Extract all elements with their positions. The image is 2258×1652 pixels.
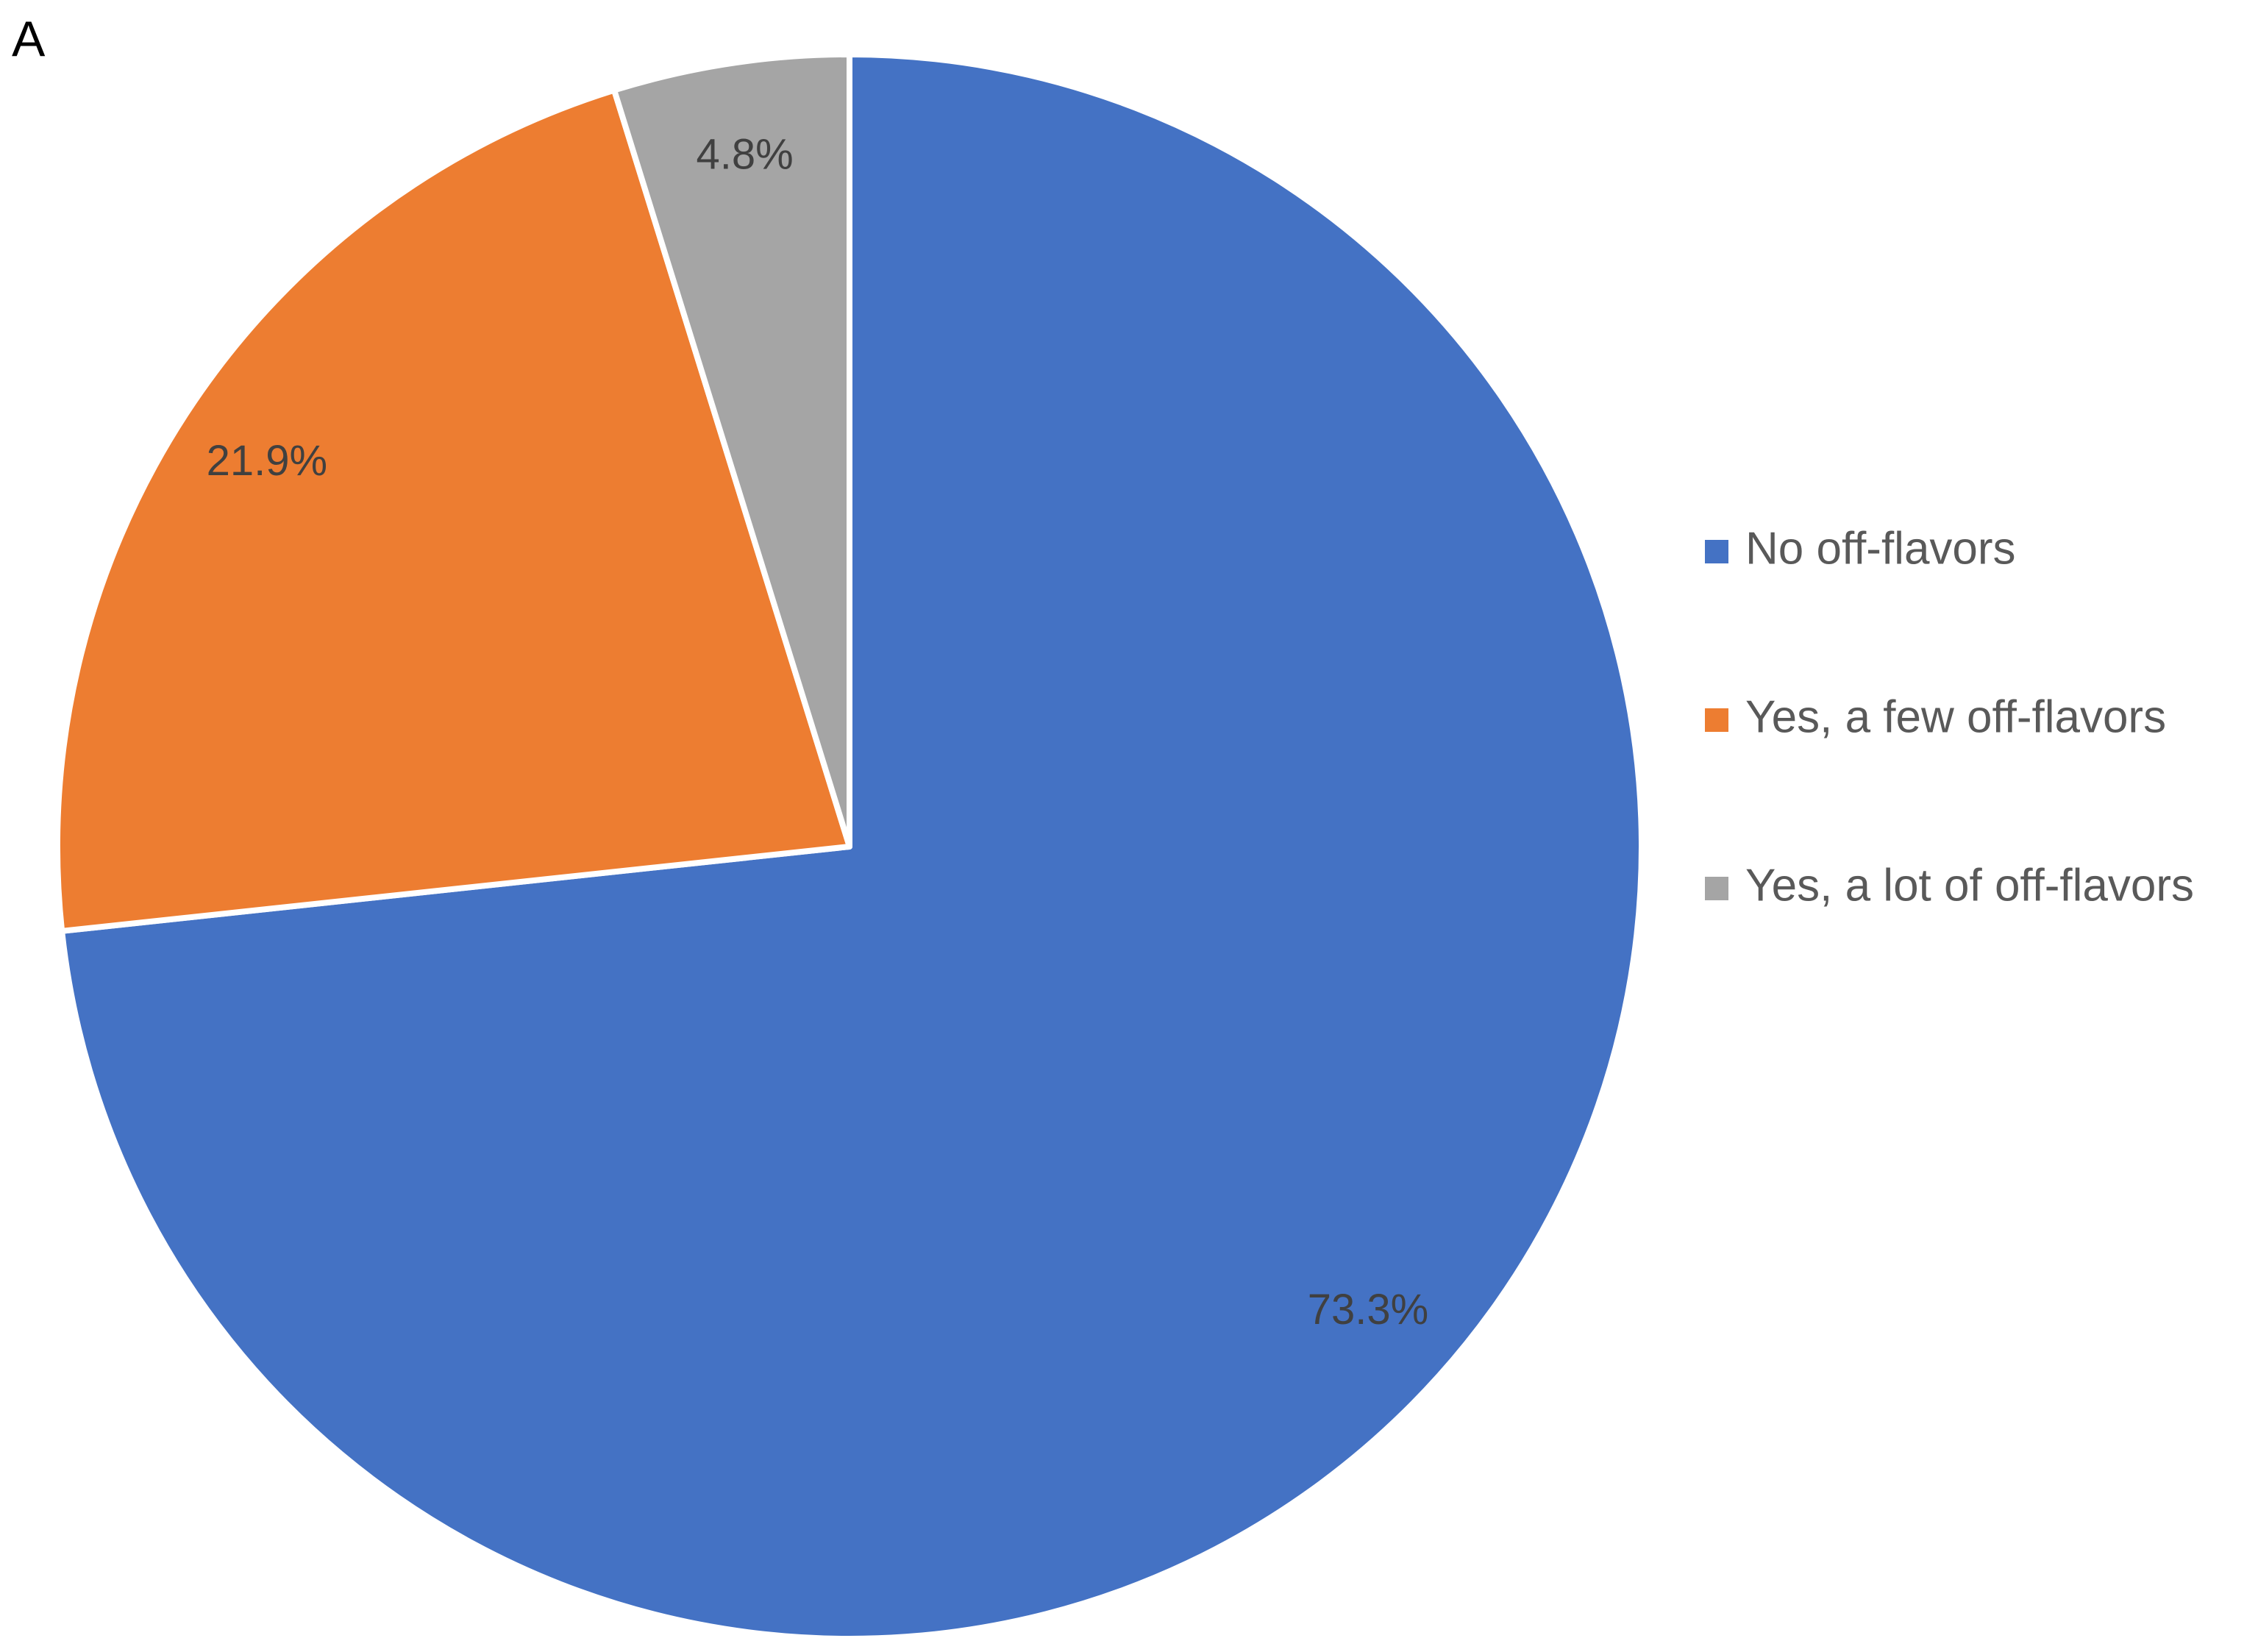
data-label: 4.8% [697, 130, 794, 178]
data-label: 73.3% [1308, 1286, 1428, 1334]
data-label: 21.9% [207, 437, 327, 485]
pie-slice [611, 51, 852, 850]
legend-swatch [1705, 540, 1728, 563]
pie-slice [54, 87, 852, 934]
legend-swatch [1705, 877, 1728, 900]
panel-label: A [12, 11, 46, 67]
legend-label: Yes, a few off-flavors [1745, 691, 2166, 742]
legend-label: No off-flavors [1745, 523, 2016, 574]
legend-swatch [1705, 708, 1728, 732]
legend-label: Yes, a lot of off-flavors [1745, 860, 2194, 911]
